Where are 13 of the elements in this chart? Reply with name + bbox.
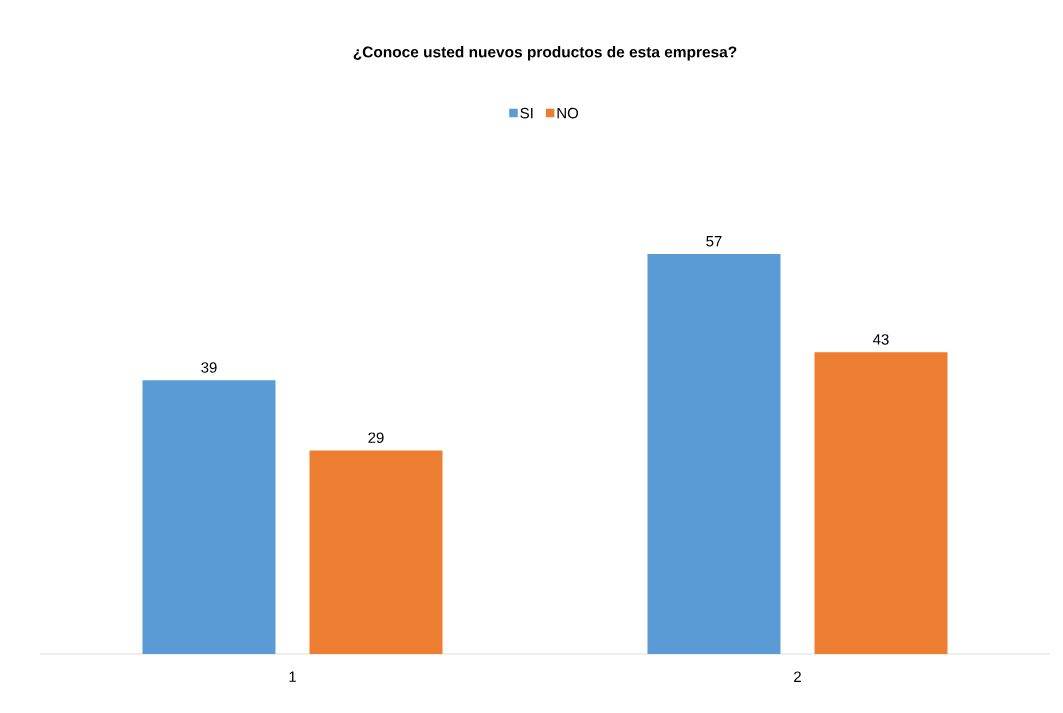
data-label: 57 (706, 236, 722, 247)
bar (142, 380, 276, 654)
x-tick-label: 2 (794, 671, 801, 682)
x-tick-label: 1 (289, 671, 296, 682)
data-label: 43 (873, 334, 889, 345)
bar (814, 352, 948, 654)
data-label: 29 (368, 432, 384, 443)
bar (309, 450, 443, 654)
legend-label: NO (557, 107, 579, 119)
chart-title: ¿Conoce usted nuevos productos de esta empresa? (353, 46, 737, 61)
bar (647, 253, 781, 654)
legend-label: SI (520, 107, 533, 119)
data-label: 39 (201, 362, 217, 373)
